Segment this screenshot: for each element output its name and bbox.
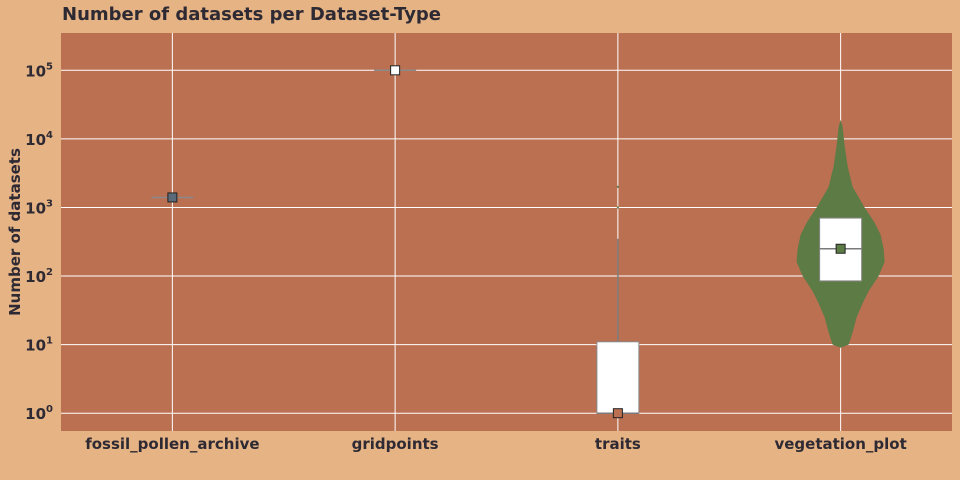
mean-marker-vegetation_plot bbox=[835, 243, 846, 254]
boxes bbox=[151, 65, 863, 419]
x-tick-label: gridpoints bbox=[352, 435, 439, 453]
x-tick-label: fossil_pollen_archive bbox=[85, 435, 259, 453]
y-tick-label: 103 bbox=[25, 198, 53, 217]
x-tick-label: traits bbox=[595, 435, 641, 453]
y-tick-label: 102 bbox=[25, 267, 53, 286]
box-traits bbox=[596, 341, 640, 414]
x-tick-label: vegetation_plot bbox=[774, 435, 906, 453]
chart-title: Number of datasets per Dataset-Type bbox=[62, 4, 442, 25]
y-tick-label: 105 bbox=[25, 61, 53, 80]
mean-marker-fossil_pollen_archive bbox=[167, 192, 178, 203]
y-axis-label: Number of datasets bbox=[6, 148, 24, 316]
y-axis-ticks: 100 101 102 103 104 105 bbox=[25, 61, 53, 423]
y-tick-label: 100 bbox=[25, 404, 53, 423]
mean-marker-gridpoints bbox=[390, 65, 401, 76]
mean-marker-traits bbox=[612, 408, 623, 419]
y-tick-label: 101 bbox=[25, 336, 53, 355]
y-tick-label: 104 bbox=[25, 130, 53, 149]
x-axis-ticks: fossil_pollen_archive gridpoints traits veg… bbox=[85, 435, 907, 453]
